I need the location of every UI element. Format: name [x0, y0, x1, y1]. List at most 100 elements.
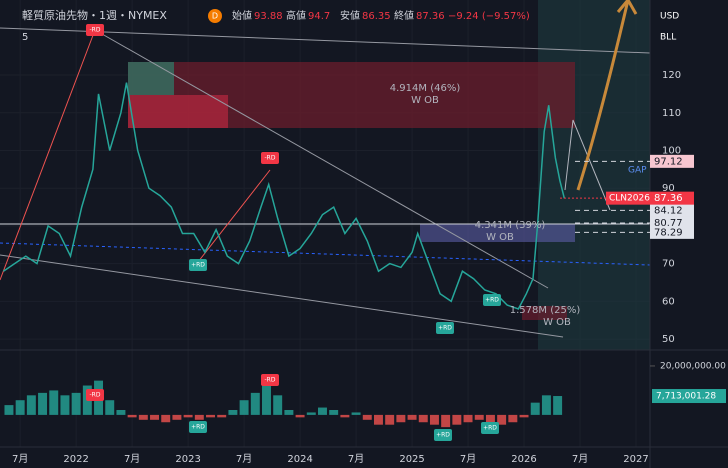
osc-bar	[485, 414, 495, 423]
osc-bar	[385, 414, 395, 425]
ohlc-name: 始値	[232, 9, 252, 22]
osc-bar	[452, 414, 462, 425]
osc-bar	[206, 414, 215, 418]
rd-tag	[86, 389, 104, 401]
rd-label: +RD	[436, 432, 450, 439]
osc-bar	[418, 414, 428, 423]
currency: USD	[660, 12, 679, 22]
osc-bar	[38, 392, 48, 415]
rd-label: -RD	[90, 392, 101, 399]
osc-bar	[318, 407, 327, 415]
osc-bar	[217, 414, 227, 418]
level-label: 78.29	[654, 227, 683, 238]
ohlc-value: 94.7	[308, 11, 330, 22]
osc-bar	[441, 414, 451, 428]
x-tick-label: 2025	[399, 454, 424, 465]
rd-label: +RD	[191, 262, 205, 269]
unit: BLL	[660, 33, 676, 43]
osc-bar	[127, 414, 137, 418]
badge-text: D	[212, 12, 218, 21]
rd-label: +RD	[438, 325, 452, 332]
osc-bar	[228, 410, 238, 415]
y-tick-label: 120	[662, 70, 681, 81]
price-box	[650, 191, 694, 205]
trend-line	[0, 27, 651, 54]
h-line	[0, 242, 651, 266]
rd-tag	[86, 24, 104, 36]
badge	[208, 9, 222, 23]
x-tick-label: 7月	[348, 453, 364, 465]
osc-bar	[172, 414, 182, 420]
x-tick-label: 7月	[12, 453, 28, 465]
osc-bar	[306, 412, 316, 415]
ohlc-value: 93.88	[254, 11, 283, 22]
osc-bar	[407, 414, 417, 420]
osc-bar	[396, 414, 406, 423]
level-label: 84.12	[654, 205, 683, 216]
osc-bar	[553, 396, 563, 415]
rd-tag	[434, 429, 452, 441]
annotation: 4.914M (46%)	[390, 83, 461, 94]
osc-bar	[351, 412, 361, 415]
osc-bar	[262, 385, 271, 415]
arrow-head	[616, 0, 638, 15]
rd-tag	[261, 374, 279, 386]
rd-tag	[261, 152, 279, 164]
y-tick-label: 110	[662, 108, 681, 119]
rd-label: +RD	[191, 424, 205, 431]
osc-bar	[373, 414, 383, 425]
projection-zone	[538, 0, 650, 350]
ob-zone-3	[522, 306, 567, 320]
osc-bar	[71, 392, 81, 415]
ohlc-name: 終値	[394, 9, 414, 22]
rd-label: +RD	[483, 425, 497, 432]
rd-line	[0, 29, 96, 281]
x-tick-label: 2022	[63, 454, 88, 465]
osc-bar	[49, 390, 59, 415]
x-tick-label: 7月	[572, 453, 588, 465]
osc-bar	[340, 414, 350, 418]
osc-bar	[161, 414, 171, 423]
osc-bar	[60, 395, 70, 415]
rd-label: -RD	[265, 155, 276, 162]
osc-bar	[183, 414, 193, 418]
y-tick-label: 60	[662, 296, 675, 307]
x-tick-label: 2027	[623, 454, 648, 465]
osc-bar	[429, 414, 439, 425]
osc-bar	[541, 395, 551, 415]
x-tick-label: 7月	[124, 453, 140, 465]
rd-label: -RD	[90, 27, 101, 34]
plot	[2, 82, 650, 428]
rd-tag	[481, 422, 499, 434]
rd-tag	[189, 421, 207, 433]
x-tick-label: 7月	[460, 453, 476, 465]
annotation: 1.578M (25%)	[510, 305, 581, 316]
ohlc-value: 87.36	[416, 11, 445, 22]
ob-zone-green	[128, 62, 174, 95]
rd-line	[197, 169, 271, 263]
value-label: 7,713,001.28	[656, 392, 716, 402]
osc-bar	[463, 414, 473, 423]
level-box	[650, 225, 694, 239]
level-label: 97.12	[654, 156, 683, 167]
y-tick-label: 100	[662, 145, 681, 156]
price-line	[2, 82, 566, 310]
ohlc-name: 安値	[340, 9, 360, 22]
x-tick-label: 2023	[175, 454, 200, 465]
level-box	[650, 154, 694, 168]
osc-bar	[530, 402, 540, 415]
osc-bar	[474, 414, 484, 420]
ohlc-name: 高値	[286, 9, 306, 22]
level-box	[650, 203, 694, 217]
ob-zone-inner	[128, 95, 228, 128]
osc-bar	[295, 414, 305, 418]
osc-bar	[273, 395, 283, 415]
osc-bar	[150, 414, 160, 420]
osc-bar	[239, 400, 249, 415]
x-tick-label: 2024	[287, 454, 312, 465]
osc-bar	[508, 414, 518, 423]
osc-bar	[284, 410, 294, 415]
osc-bar	[138, 414, 148, 420]
osc-bar	[194, 414, 204, 420]
